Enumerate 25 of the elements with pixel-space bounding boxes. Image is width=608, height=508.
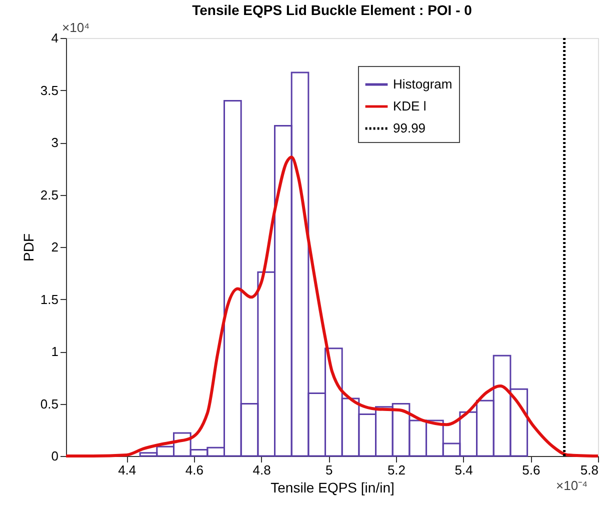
chart-title: Tensile EQPS Lid Buckle Element : POI - 0	[192, 2, 472, 18]
y-axis-title: PDF	[20, 234, 36, 262]
x-tick-label: 5	[326, 462, 333, 478]
y-tick-label: 2.5	[40, 187, 58, 202]
text: ×10⁴	[62, 20, 90, 35]
legend-label: Histogram	[393, 76, 452, 92]
y-tick-label: 2	[51, 240, 58, 254]
x-tick-label: 4.6	[185, 462, 204, 478]
y-tick-label: 1	[51, 344, 58, 359]
x-tick-label: 4.8	[252, 462, 271, 478]
y-tick-label: 4	[51, 30, 58, 46]
x-tick-label: 5.2	[387, 462, 406, 478]
x-tick-label: 5.4	[454, 462, 473, 478]
y-tick-label: 1.5	[40, 292, 58, 307]
y-tick-label: 3	[51, 135, 58, 150]
x-tick-label: 4.4	[118, 462, 136, 478]
x-tick-label: 5.8	[580, 462, 598, 478]
legend-label: KDE l	[393, 98, 426, 114]
x-axis-title: Tensile EQPS [in/in]	[270, 480, 394, 496]
legend-label: 99.99	[393, 120, 426, 136]
text: ×10⁻⁴	[556, 478, 588, 493]
y-tick-label: 0	[51, 448, 58, 464]
x-tick-label: 5.6	[522, 462, 540, 478]
y-tick-label: 3.5	[40, 82, 58, 98]
y-tick-label: 0.5	[40, 396, 58, 412]
